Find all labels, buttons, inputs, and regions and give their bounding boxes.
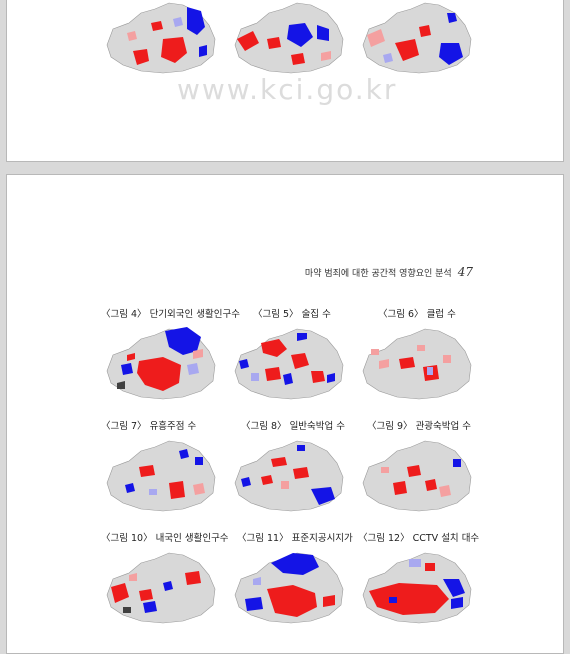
figure-6-map — [359, 325, 475, 401]
figure-11-map — [231, 549, 347, 625]
previous-page: www.kci.go.kr — [6, 0, 564, 162]
figure-5-caption: 〈그림 5〉 술집 수 — [253, 309, 331, 320]
figure-8-caption: 〈그림 8〉 일반숙박업 수 — [241, 421, 346, 432]
figure-6-caption: 〈그림 6〉 클럽 수 — [378, 309, 456, 320]
figure-7-map — [103, 437, 219, 513]
map-top-2 — [231, 0, 347, 75]
header-title: 마약 범죄에 대한 공간적 영향요인 분석 — [304, 269, 452, 279]
watermark: www.kci.go.kr — [177, 73, 398, 106]
figure-4-map — [103, 325, 219, 401]
page-number: 47 — [457, 265, 473, 279]
figure-9-caption: 〈그림 9〉 관광숙박업 수 — [367, 421, 472, 432]
figure-10-caption: 〈그림 10〉 내국인 생활인구수 — [101, 533, 229, 544]
map-top-1 — [103, 0, 219, 75]
figure-12-caption: 〈그림 12〉 CCTV 설치 대수 — [358, 533, 480, 544]
figure-9-map — [359, 437, 475, 513]
map-top-3 — [359, 0, 475, 75]
figure-7-caption: 〈그림 7〉 유흥주점 수 — [101, 421, 197, 432]
figure-8-map — [231, 437, 347, 513]
figure-4-caption: 〈그림 4〉 단기외국인 생활인구수 — [101, 309, 240, 320]
running-header: 마약 범죄에 대한 공간적 영향요인 분석 47 — [305, 265, 473, 279]
figure-5-map — [231, 325, 347, 401]
document-page: 마약 범죄에 대한 공간적 영향요인 분석 47 〈그림 4〉 단기외국인 생활인… — [6, 174, 564, 654]
figure-11-caption: 〈그림 11〉 표준지공시지가 — [237, 533, 353, 544]
figure-10-map — [103, 549, 219, 625]
figure-12-map — [359, 549, 475, 625]
